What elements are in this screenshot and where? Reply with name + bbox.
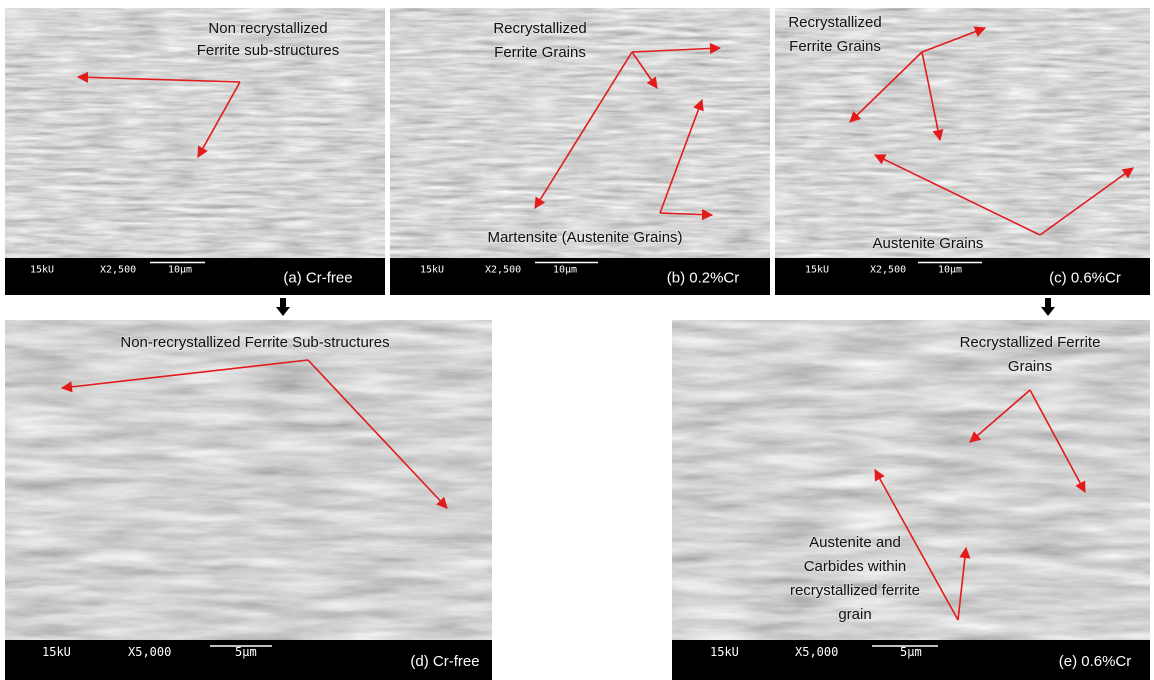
figure: 15kU X2,500 10μm (a) Cr-free Non recrystalli… (0, 0, 1154, 680)
panel-label: (b) 0.2%Cr (667, 270, 740, 287)
annotation-text: Ferrite sub-structures (197, 42, 340, 59)
annotation-text: grain (838, 606, 871, 623)
magnification: X2,500 (100, 265, 136, 276)
link-arrow-shaft (280, 298, 286, 308)
scale-label: 5μm (235, 645, 257, 659)
voltage: 15kU (420, 265, 444, 276)
voltage: 15kU (710, 645, 739, 659)
scale-label: 10μm (168, 265, 192, 276)
annotation-text: recrystallized ferrite (790, 582, 920, 599)
panel-label: (a) Cr-free (283, 270, 352, 287)
link-arrow-shaft (1045, 298, 1051, 308)
annotation-text: Recrystallized (493, 20, 586, 37)
magnification: X5,000 (128, 645, 171, 659)
scale-label: 10μm (553, 265, 577, 276)
annotation-text: Recrystallized (788, 14, 881, 31)
panel-label: (e) 0.6%Cr (1059, 653, 1132, 670)
micrograph-panel: 15kU X2,500 10μm (b) 0.2%Cr Recrystallized Fe… (390, 8, 770, 295)
micrograph-panel: 15kU X5,000 5μm (d) Cr-free Non-recrystalliz… (5, 320, 492, 680)
annotation-text: Carbides within (804, 558, 907, 575)
annotation-text: Martensite (Austenite Grains) (487, 229, 682, 246)
annotation-text: Grains (1008, 358, 1052, 375)
annotation-text: Ferrite Grains (494, 44, 586, 61)
link-arrow-head (276, 307, 290, 316)
sem-image (5, 320, 492, 640)
micrograph-panel: 15kU X5,000 5μm (e) 0.6%Cr Recrystallized Fe… (672, 320, 1150, 680)
panel-label: (d) Cr-free (410, 653, 479, 670)
scale-label: 5μm (900, 645, 922, 659)
voltage: 15kU (42, 645, 71, 659)
voltage: 15kU (805, 265, 829, 276)
annotation-text: Non-recrystallized Ferrite Sub-structure… (120, 334, 389, 351)
magnification: X2,500 (870, 265, 906, 276)
micrograph-panel: 15kU X2,500 10μm (a) Cr-free Non recrystalli… (5, 8, 385, 295)
annotation-text: Ferrite Grains (789, 38, 881, 55)
annotation-text: Austenite Grains (873, 235, 984, 252)
magnification: X2,500 (485, 265, 521, 276)
annotation-text: Austenite and (809, 534, 901, 551)
link-arrow-head (1041, 307, 1055, 316)
magnification: X5,000 (795, 645, 838, 659)
annotation-text: Non recrystallized (208, 20, 327, 37)
scale-label: 10μm (938, 265, 962, 276)
annotation-text: Recrystallized Ferrite (960, 334, 1101, 351)
voltage: 15kU (30, 265, 54, 276)
micrograph-panel: 15kU X2,500 10μm (c) 0.6%Cr Recrystallized Fe… (775, 8, 1150, 295)
panel-label: (c) 0.6%Cr (1049, 270, 1121, 287)
